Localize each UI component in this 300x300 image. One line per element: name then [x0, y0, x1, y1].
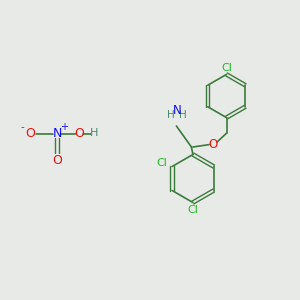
Text: O: O — [52, 154, 62, 167]
Text: H: H — [167, 110, 175, 120]
Text: -: - — [21, 122, 24, 132]
Text: O: O — [75, 127, 84, 140]
Text: O: O — [208, 138, 217, 151]
Text: N: N — [52, 127, 62, 140]
Text: +: + — [60, 122, 68, 132]
Text: Cl: Cl — [156, 158, 167, 169]
Text: Cl: Cl — [221, 63, 232, 73]
Text: O: O — [25, 127, 35, 140]
Text: N: N — [172, 104, 182, 117]
Text: Cl: Cl — [188, 205, 198, 215]
Text: H: H — [89, 128, 98, 139]
Text: H: H — [179, 110, 187, 120]
